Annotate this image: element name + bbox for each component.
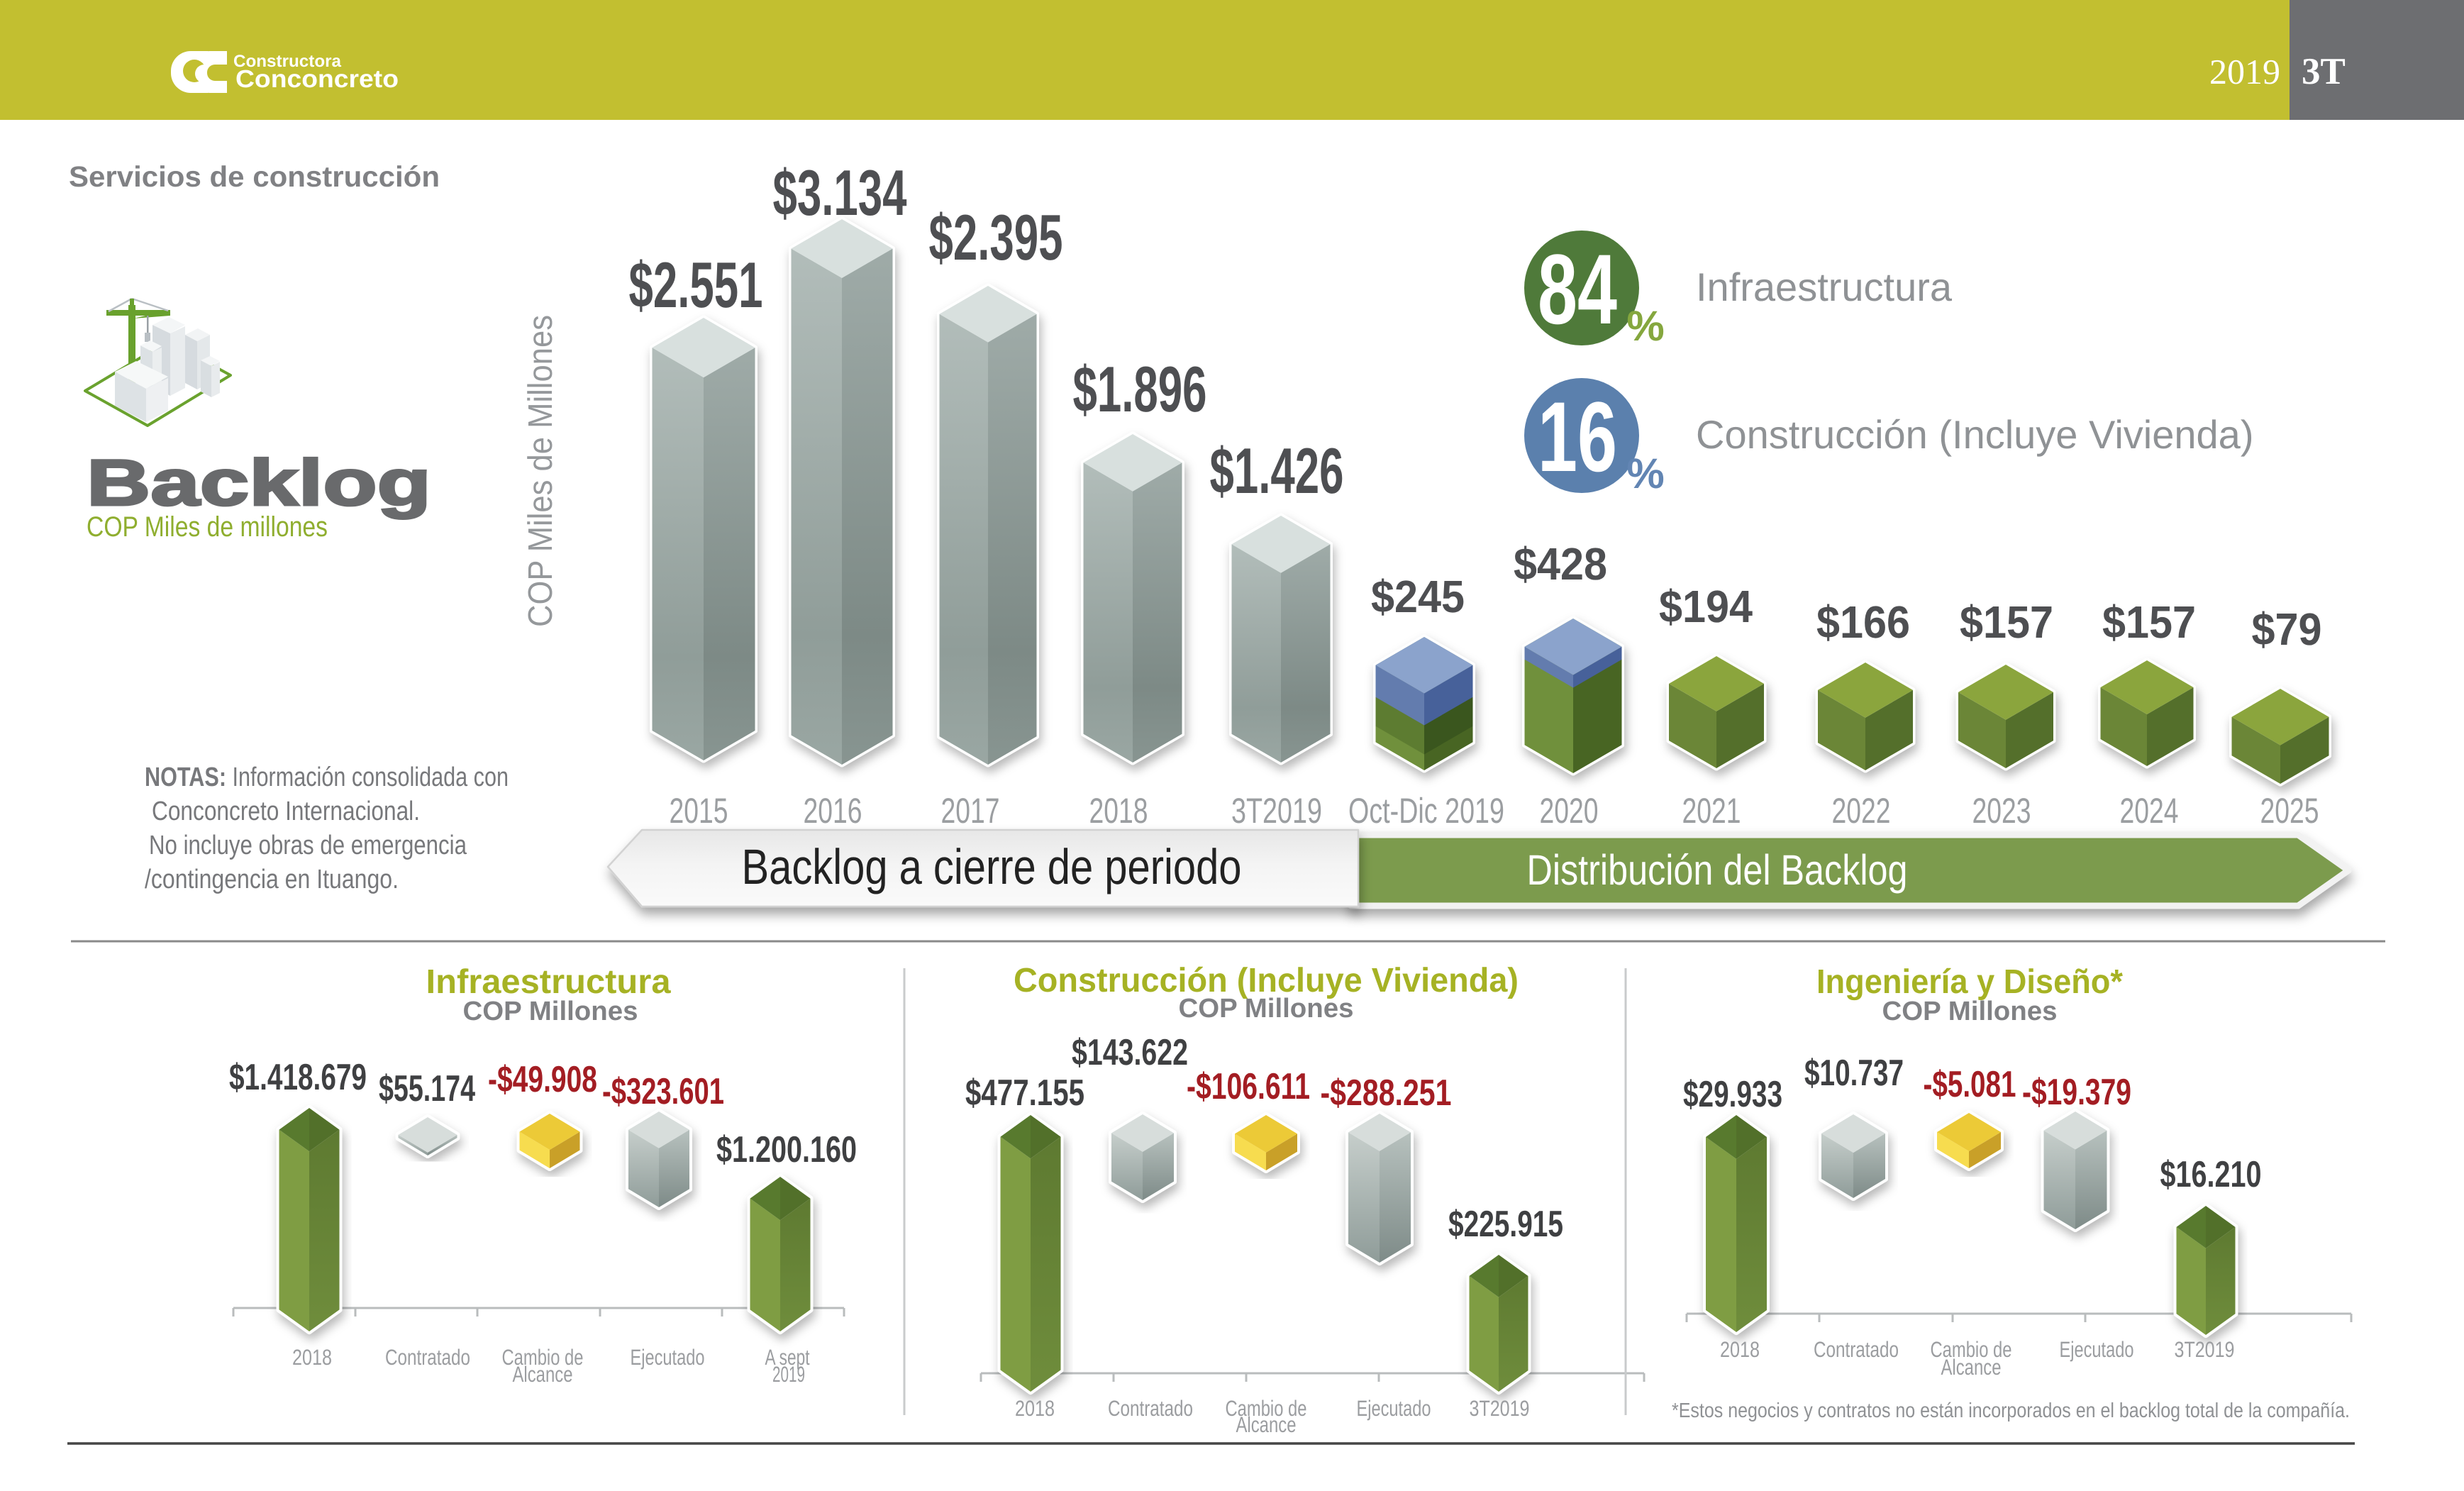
svg-text:$1.200.160: $1.200.160 [716,1129,857,1170]
svg-text:COP Miles de Millones: COP Miles de Millones [522,315,560,627]
svg-text:COP Miles de millones: COP Miles de millones [87,511,328,543]
svg-text:Conconcreto Internacional.: Conconcreto Internacional. [152,797,420,826]
svg-text:Backlog a cierre de periodo: Backlog a cierre de periodo [742,839,1242,894]
svg-text:Ejecutado: Ejecutado [1357,1396,1431,1421]
svg-text:3T2019: 3T2019 [2175,1337,2235,1362]
svg-text:Infraestructura: Infraestructura [1696,265,1953,309]
svg-text:$79: $79 [2252,604,2322,655]
svg-text:$477.155: $477.155 [965,1072,1084,1114]
svg-text:-$5.081: -$5.081 [1924,1064,2016,1105]
svg-text:2022: 2022 [1832,791,1891,831]
svg-text:$2.395: $2.395 [929,202,1063,274]
svg-text:Construcción (Incluye Vivienda: Construcción (Incluye Vivienda) [1696,412,2253,457]
svg-text:2018: 2018 [1720,1337,1760,1362]
svg-text:Distribución del Backlog: Distribución del Backlog [1527,846,1908,894]
svg-text:Ingeniería y Diseño*: Ingeniería y Diseño* [1816,963,2123,1001]
svg-text:Contratado: Contratado [385,1345,470,1370]
svg-text:3T2019: 3T2019 [1231,791,1322,831]
svg-text:A sept: A sept [765,1345,810,1370]
svg-text:*Estos negocios y contratos no: *Estos negocios y contratos no están inc… [1672,1399,2350,1422]
svg-text:$1.418.679: $1.418.679 [229,1057,367,1098]
svg-text:Cambio de: Cambio de [502,1345,584,1370]
svg-text:Alcance: Alcance [1236,1412,1297,1437]
svg-text:%: % [1626,302,1664,350]
svg-text:-$288.251: -$288.251 [1321,1072,1452,1114]
svg-text:$3.134: $3.134 [773,157,907,229]
svg-text:2019: 2019 [2209,52,2280,92]
svg-text:3T: 3T [2302,51,2346,92]
svg-text:$225.915: $225.915 [1448,1204,1563,1245]
svg-text:Cambio de: Cambio de [1931,1337,2012,1362]
svg-text:Constructora: Constructora [233,52,342,71]
svg-text:2023: 2023 [1972,791,2031,831]
svg-text:2019: 2019 [772,1362,805,1387]
svg-text:2020: 2020 [1540,791,1599,831]
svg-text:Ejecutado: Ejecutado [631,1345,705,1370]
svg-text:/contingencia en Ituango.: /contingencia en Ituango. [145,865,399,894]
svg-text:Oct-Dic 2019: Oct-Dic 2019 [1348,791,1504,831]
svg-text:Alcance: Alcance [513,1362,573,1387]
svg-text:$194: $194 [1659,581,1753,632]
svg-text:COP Millones: COP Millones [1882,997,2058,1026]
svg-text:$10.737: $10.737 [1804,1053,1904,1094]
svg-text:-$49.908: -$49.908 [488,1059,597,1100]
svg-text:2018: 2018 [1089,791,1148,831]
svg-text:COP Millones: COP Millones [463,997,638,1026]
svg-text:Construcción (Incluye Vivienda: Construcción (Incluye Vivienda) [1014,962,1519,999]
svg-text:NOTAS: Información consolidada: NOTAS: Información consolidada con [145,763,509,792]
svg-text:$1.426: $1.426 [1210,436,1344,507]
svg-text:84: 84 [1538,233,1617,345]
svg-text:-$19.379: -$19.379 [2022,1072,2131,1113]
svg-text:Infraestructura: Infraestructura [426,963,671,1001]
svg-text:$245: $245 [1371,571,1465,622]
svg-text:2024: 2024 [2120,791,2179,831]
svg-text:Servicios de construcción: Servicios de construcción [69,160,440,193]
svg-text:2018: 2018 [292,1345,332,1370]
svg-text:$1.896: $1.896 [1073,354,1207,426]
svg-text:-$106.611: -$106.611 [1187,1066,1310,1107]
svg-text:%: % [1626,450,1664,497]
svg-text:Alcance: Alcance [1941,1355,2002,1380]
svg-text:Contratado: Contratado [1814,1337,1899,1362]
svg-text:$166: $166 [1816,597,1910,648]
svg-text:COP Millones: COP Millones [1179,994,1354,1024]
svg-text:Contratado: Contratado [1108,1396,1193,1421]
svg-text:No incluye obras de emergencia: No incluye obras de emergencia [149,831,467,860]
svg-text:2015: 2015 [670,791,728,831]
svg-text:2018: 2018 [1015,1396,1055,1421]
svg-text:3T2019: 3T2019 [1470,1396,1530,1421]
svg-text:$55.174: $55.174 [379,1068,475,1109]
svg-text:-$323.601: -$323.601 [602,1071,724,1112]
svg-text:$157: $157 [1960,597,2053,648]
svg-text:16: 16 [1538,381,1617,492]
svg-text:$2.551: $2.551 [629,250,763,321]
svg-text:2025: 2025 [2260,791,2319,831]
svg-text:Conconcreto: Conconcreto [235,65,399,93]
svg-text:$29.933: $29.933 [1683,1074,1782,1115]
svg-text:$428: $428 [1514,538,1607,589]
svg-text:Ejecutado: Ejecutado [2060,1337,2134,1362]
svg-text:Backlog: Backlog [87,447,431,519]
svg-text:$143.622: $143.622 [1072,1032,1188,1073]
svg-text:Cambio de: Cambio de [1226,1396,1307,1421]
svg-text:2021: 2021 [1682,791,1741,831]
svg-text:$157: $157 [2102,597,2196,648]
svg-text:2017: 2017 [941,791,1000,831]
svg-text:$16.210: $16.210 [2160,1154,2262,1195]
svg-text:2016: 2016 [804,791,862,831]
